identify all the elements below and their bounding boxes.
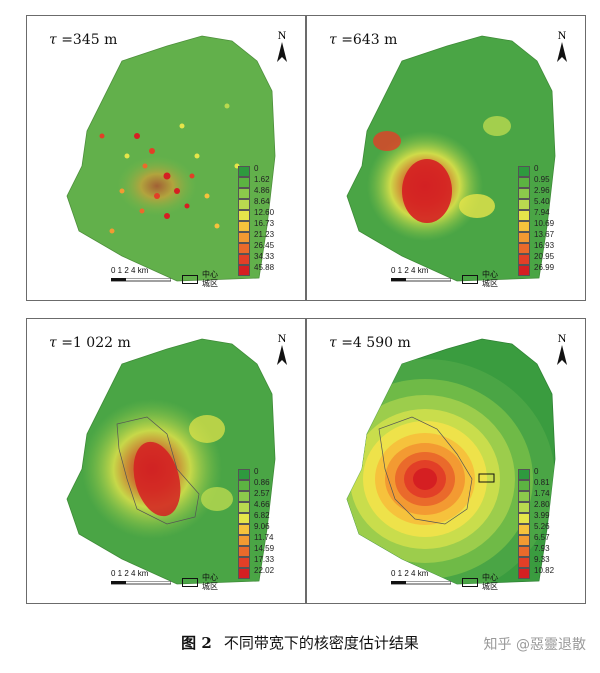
center-district-key: 中心 城区 (182, 270, 218, 288)
legend: 0 0.86 2.57 4.66 6.82 9.06 11.74 14.59 1… (238, 467, 294, 579)
legend: 0 0.95 2.96 5.40 7.94 10.69 13.67 16.93 … (518, 164, 574, 276)
legend: 0 1.62 4.86 8.64 12.60 16.73 21.23 26.45… (238, 164, 294, 276)
scale-bar: 0 1 2 4 km (390, 569, 452, 587)
center-district-key: 中心 城区 (182, 573, 218, 591)
map-panel-4590: τ =4 590 m N 0 0.81 1.74 2.80 3.99 5.26 … (306, 318, 586, 604)
density-map (346, 35, 556, 282)
density-contours (347, 359, 555, 584)
north-arrow-icon: N (551, 331, 573, 371)
bandwidth-label: τ =345 m (49, 32, 118, 48)
center-district-key: 中心 城区 (462, 573, 498, 591)
map-panel-1022: τ =1 022 m N 0 0.86 2.57 4.66 6.82 9.06 … (26, 318, 306, 604)
figure-caption: 图 2 不同带宽下的核密度估计结果 (181, 634, 419, 652)
north-arrow-icon: N (551, 28, 573, 68)
north-arrow-icon: N (271, 28, 293, 68)
watermark: 知乎 @惡靈退散 (483, 637, 586, 653)
legend: 0 0.81 1.74 2.80 3.99 5.26 6.57 7.93 9.3… (518, 467, 574, 579)
bandwidth-label: τ =1 022 m (49, 335, 131, 351)
map-panel-345: τ =345 m N 0 1.62 4.86 8.64 12.60 16.73 … (26, 15, 306, 301)
scale-bar: 0 1 2 4 km (390, 266, 452, 284)
density-map (66, 338, 276, 585)
scale-bar: 0 1 2 4 km (110, 569, 172, 587)
bandwidth-label: τ =643 m (329, 32, 398, 48)
hotspots (99, 103, 240, 234)
bandwidth-label: τ =4 590 m (329, 335, 411, 351)
north-arrow-icon: N (271, 331, 293, 371)
density-map (66, 35, 276, 282)
map-panel-643: τ =643 m N 0 0.95 2.96 5.40 7.94 10.69 1… (306, 15, 586, 301)
density-map (346, 338, 556, 585)
scale-bar: 0 1 2 4 km (110, 266, 172, 284)
center-district-key: 中心 城区 (462, 270, 498, 288)
